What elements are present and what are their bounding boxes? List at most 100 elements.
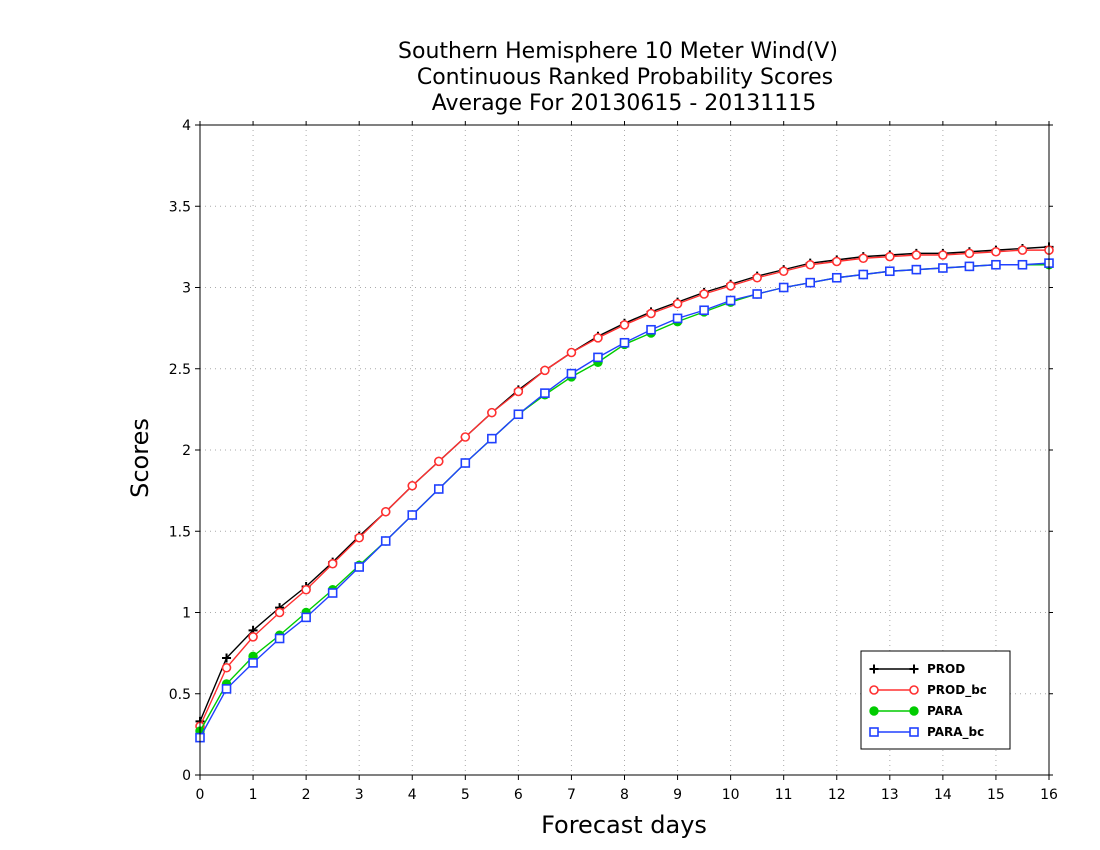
legend-item-prod-bc: PROD_bc (869, 683, 987, 698)
x-tick-label: 2 (302, 787, 311, 803)
data-point-para-bc (221, 684, 232, 694)
legend-marker (909, 664, 919, 674)
data-point-prod-bc (619, 320, 630, 330)
data-point-para-bc (354, 562, 364, 572)
data-point-para-bc (964, 261, 975, 272)
data-point-para-bc (593, 352, 603, 363)
y-tick-label: 3.5 (169, 199, 191, 215)
data-point-prod-bc (274, 607, 285, 618)
data-point-prod-bc (1017, 245, 1028, 255)
data-point-prod-bc (938, 250, 948, 260)
data-point-prod-bc (911, 250, 922, 260)
legend: PROD PROD_bc PARA PARA_bc (860, 650, 1011, 750)
data-point-prod-bc (301, 584, 311, 595)
data-point-prod-bc (964, 248, 975, 259)
data-point-prod-bc (858, 253, 869, 264)
data-point-para-bc (380, 536, 391, 546)
x-tick-label: 13 (881, 787, 899, 803)
legend-label: PARA (927, 704, 963, 718)
legend-label: PROD (927, 662, 965, 676)
data-point-prod-bc (407, 480, 418, 491)
data-point-para-bc (778, 282, 789, 293)
data-point-para-bc (619, 337, 630, 348)
chart-title: Southern Hemisphere 10 Meter Wind(V) Con… (398, 39, 838, 116)
legend-item-para: PARA (869, 704, 963, 718)
data-point-para-bc (274, 633, 285, 644)
x-tick-label: 12 (828, 787, 846, 803)
data-point-prod-bc (540, 365, 550, 376)
data-point-prod-bc (380, 506, 391, 517)
data-point-para-bc (885, 266, 895, 277)
y-tick-label: 0.5 (169, 687, 191, 703)
data-point-prod-bc (433, 456, 444, 467)
x-tick-label: 1 (249, 787, 258, 803)
legend-marker (909, 685, 919, 695)
x-tick-label: 15 (987, 787, 1005, 803)
x-tick-label: 0 (196, 787, 205, 803)
x-axis-label: Forecast days (541, 811, 707, 839)
data-point-prod-bc (778, 266, 789, 277)
y-tick-label: 0 (182, 768, 191, 784)
data-point-para-bc (911, 264, 922, 275)
data-point-para-bc (672, 313, 683, 324)
data-point-prod-bc (327, 558, 338, 569)
data-point-para-bc (566, 368, 577, 379)
legend-marker (869, 685, 879, 695)
data-point-para-bc (460, 458, 471, 468)
data-point-prod (222, 653, 232, 663)
data-point-para-bc (407, 510, 418, 520)
data-point-para-bc (646, 324, 656, 335)
x-tick-label: 4 (408, 787, 417, 803)
data-point-prod-bc (248, 632, 258, 642)
x-tick-label: 3 (355, 787, 364, 803)
data-point-para-bc (831, 272, 842, 283)
data-point-para-bc (513, 409, 524, 420)
data-point-prod-bc (566, 347, 577, 358)
data-point-para-bc (858, 269, 869, 280)
legend-marker (869, 706, 879, 716)
data-point-prod-bc (672, 298, 683, 309)
data-point-prod-bc (885, 251, 895, 262)
data-point-para-bc (725, 295, 736, 306)
data-point-prod-bc (805, 259, 816, 270)
data-point-para-bc (991, 259, 1001, 270)
data-point-prod-bc (460, 432, 471, 442)
data-point-prod-bc (593, 333, 603, 343)
chart-title-line-1: Southern Hemisphere 10 Meter Wind(V) (398, 39, 838, 64)
x-axis-ticks: 0 1 2 3 4 5 6 7 8 9 10 11 12 13 14 15 16 (196, 121, 1058, 803)
data-point-prod-bc (725, 281, 736, 291)
data-point-prod-bc (831, 256, 842, 267)
data-point-prod-bc (699, 289, 709, 299)
x-tick-label: 16 (1040, 787, 1058, 803)
chart-title-line-3: Average For 20130615 - 20131115 (432, 91, 817, 116)
data-point-para-bc (540, 388, 550, 398)
data-point-prod-bc (991, 246, 1001, 257)
data-point-para-bc (699, 305, 709, 316)
x-tick-label: 14 (934, 787, 952, 803)
data-point-para-bc (938, 263, 948, 273)
y-tick-label: 1.5 (169, 524, 191, 540)
data-point-para-bc (752, 289, 762, 299)
legend-item-prod: PROD (869, 662, 965, 676)
data-point-prod-bc (513, 386, 524, 397)
legend-label: PARA_bc (927, 725, 984, 740)
y-axis-label: Scores (126, 418, 154, 498)
data-point-para-bc (1017, 259, 1028, 270)
x-tick-label: 11 (775, 787, 793, 803)
legend-marker (869, 727, 879, 737)
x-tick-label: 8 (620, 787, 629, 803)
grid-lines (200, 125, 1049, 775)
data-point-prod-bc (752, 272, 762, 283)
x-tick-label: 9 (673, 787, 682, 803)
x-tick-label: 5 (461, 787, 470, 803)
x-tick-label: 6 (514, 787, 523, 803)
series-lines (195, 242, 1054, 743)
y-axis-ticks: 0 0.5 1 1.5 2 2.5 3 3.5 4 (169, 118, 1053, 784)
series-para-bc (195, 258, 1054, 743)
data-point-para-bc (487, 433, 497, 444)
x-tick-label: 7 (567, 787, 576, 803)
legend-label: PROD_bc (927, 683, 987, 698)
y-tick-label: 2 (182, 443, 191, 459)
data-point-prod-bc (354, 532, 364, 543)
